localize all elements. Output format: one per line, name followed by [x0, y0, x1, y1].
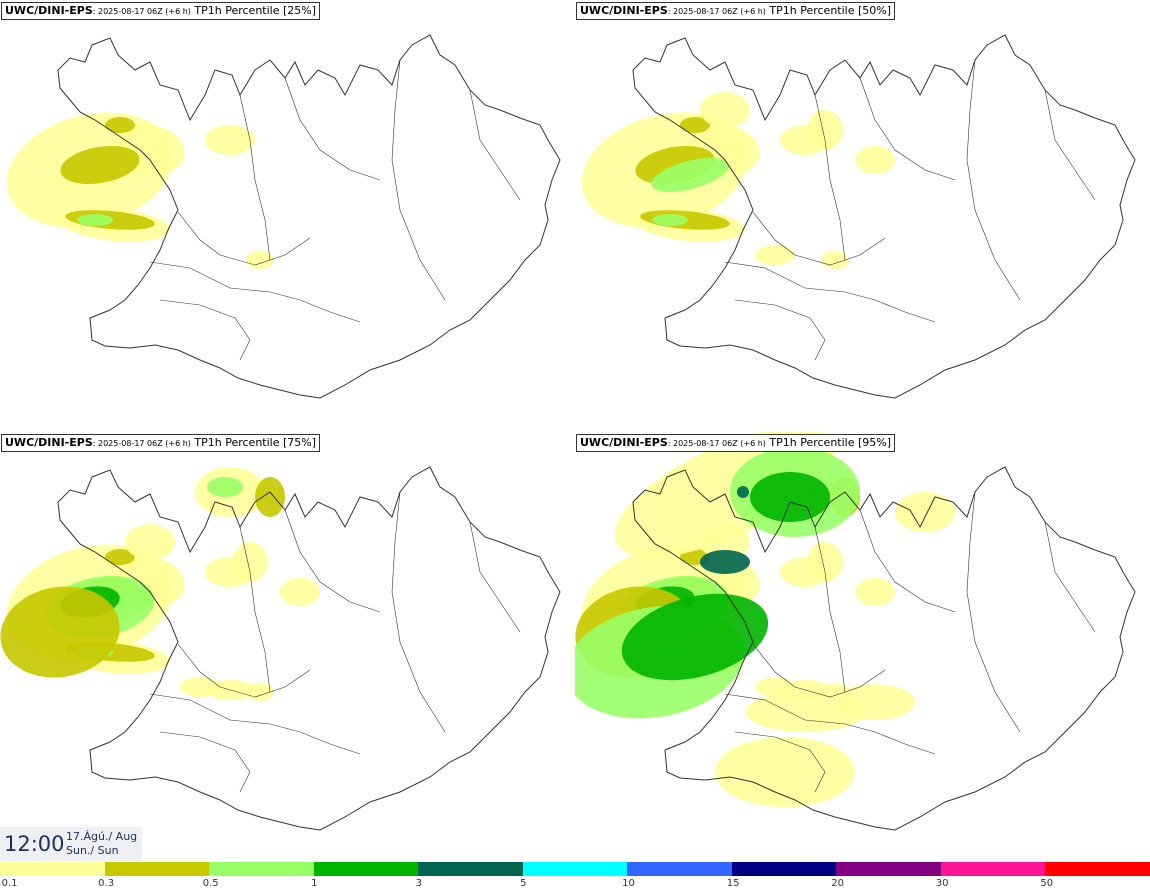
precip-area	[855, 578, 895, 606]
road-line	[724, 693, 936, 755]
precip-area	[232, 542, 268, 582]
road-line	[284, 77, 381, 181]
road-line	[966, 59, 1021, 301]
coastline	[632, 466, 1136, 831]
precip-area	[737, 486, 749, 498]
road-line	[814, 94, 846, 261]
precip-area	[207, 477, 243, 497]
legend-swatch	[731, 862, 838, 876]
precip-area	[105, 117, 135, 133]
map-panel-p25: UWC/DINI-EPS: 2025-08-17 06Z (+6 h) TP1h…	[0, 0, 575, 430]
precip-area	[755, 245, 795, 265]
coastline	[57, 466, 561, 831]
precip-area	[205, 125, 255, 155]
valid-time-clock: 12:00	[4, 832, 65, 856]
road-line	[724, 261, 936, 323]
legend-swatch	[940, 862, 1047, 876]
coastline	[632, 34, 1136, 399]
road-line	[391, 491, 446, 733]
legend-swatch	[522, 862, 629, 876]
road-line	[752, 643, 886, 698]
precip-area	[835, 684, 915, 720]
road-line	[1044, 521, 1096, 633]
road-line	[159, 731, 251, 793]
panel-title: UWC/DINI-EPS: 2025-08-17 06Z (+6 h) TP1h…	[576, 2, 896, 20]
iceland-map	[575, 432, 1136, 831]
map-panel-p95: UWC/DINI-EPS: 2025-08-17 06Z (+6 h) TP1h…	[575, 432, 1150, 862]
legend-swatch	[836, 862, 942, 876]
precip-area	[651, 157, 729, 193]
precip-area	[855, 146, 895, 174]
road-line	[859, 77, 956, 181]
map-panel-p75: UWC/DINI-EPS: 2025-08-17 06Z (+6 h) TP1h…	[0, 432, 575, 862]
legend-swatch	[104, 862, 211, 876]
precip-area	[700, 550, 750, 574]
road-line	[734, 299, 826, 361]
panel-title: UWC/DINI-EPS: 2025-08-17 06Z (+6 h) TP1h…	[1, 434, 321, 452]
precip-area	[700, 92, 750, 128]
road-line	[752, 211, 886, 266]
precip-area	[77, 214, 113, 226]
legend-tick-label: 10	[622, 878, 635, 889]
road-line	[239, 526, 271, 693]
road-line	[284, 509, 381, 613]
precip-area	[280, 578, 320, 606]
valid-time-date: 17.Ágú./ Aug Sun./ Sun	[66, 830, 138, 857]
legend-swatch	[0, 862, 106, 876]
precip-area	[680, 117, 710, 133]
precip-area	[750, 472, 830, 522]
legend-swatch	[313, 862, 420, 876]
road-line	[159, 299, 251, 361]
legend-tick-label: 30	[935, 878, 949, 889]
road-line	[177, 211, 311, 266]
panel-title: UWC/DINI-EPS: 2025-08-17 06Z (+6 h) TP1h…	[1, 2, 321, 20]
legend-tick-label: 3	[415, 878, 422, 889]
legend-swatch	[418, 862, 524, 876]
valid-time-box: 12:00 17.Ágú./ Aug Sun./ Sun	[0, 827, 142, 861]
precip-area	[621, 593, 769, 681]
legend-tick-label: 20	[831, 878, 844, 889]
road-line	[734, 731, 826, 793]
iceland-map	[6, 34, 561, 399]
color-legend: 0.1 0.3 0.5 1 3 5 10 15 20 30 50	[0, 862, 1150, 891]
precip-area	[807, 542, 843, 582]
road-line	[149, 261, 361, 323]
legend-tick-label: 1	[311, 878, 318, 889]
road-line	[814, 526, 846, 693]
precip-area	[715, 737, 855, 807]
precip-area	[105, 549, 135, 565]
precip-area	[255, 477, 285, 517]
precip-area	[652, 214, 688, 226]
precip-area	[895, 492, 955, 532]
iceland-map	[581, 34, 1136, 399]
legend-tick-label: 5	[520, 878, 527, 889]
iceland-map	[0, 466, 561, 831]
legend-tick-label: 0.3	[98, 878, 115, 889]
road-line	[239, 94, 271, 261]
road-line	[391, 59, 446, 301]
road-line	[1044, 89, 1096, 201]
coastline	[57, 34, 561, 399]
precip-area	[807, 110, 843, 150]
map-panel-p50: UWC/DINI-EPS: 2025-08-17 06Z (+6 h) TP1h…	[575, 0, 1150, 430]
precip-area	[125, 524, 175, 560]
precip-area	[60, 145, 140, 185]
legend-tick-label: 50	[1040, 878, 1054, 889]
precip-area	[0, 586, 120, 678]
legend-swatch	[1045, 862, 1150, 876]
road-line	[469, 89, 521, 201]
road-line	[469, 521, 521, 633]
road-line	[859, 509, 956, 613]
legend-tick-label: 15	[726, 878, 740, 889]
legend-tick-label: 0.5	[202, 878, 219, 889]
road-line	[966, 491, 1021, 733]
road-line	[177, 643, 311, 698]
legend-swatch	[627, 862, 733, 876]
legend-swatch	[209, 862, 315, 876]
legend-tick-label: 0.1	[1, 878, 18, 889]
road-line	[149, 693, 361, 755]
panel-title: UWC/DINI-EPS: 2025-08-17 06Z (+6 h) TP1h…	[576, 434, 896, 452]
